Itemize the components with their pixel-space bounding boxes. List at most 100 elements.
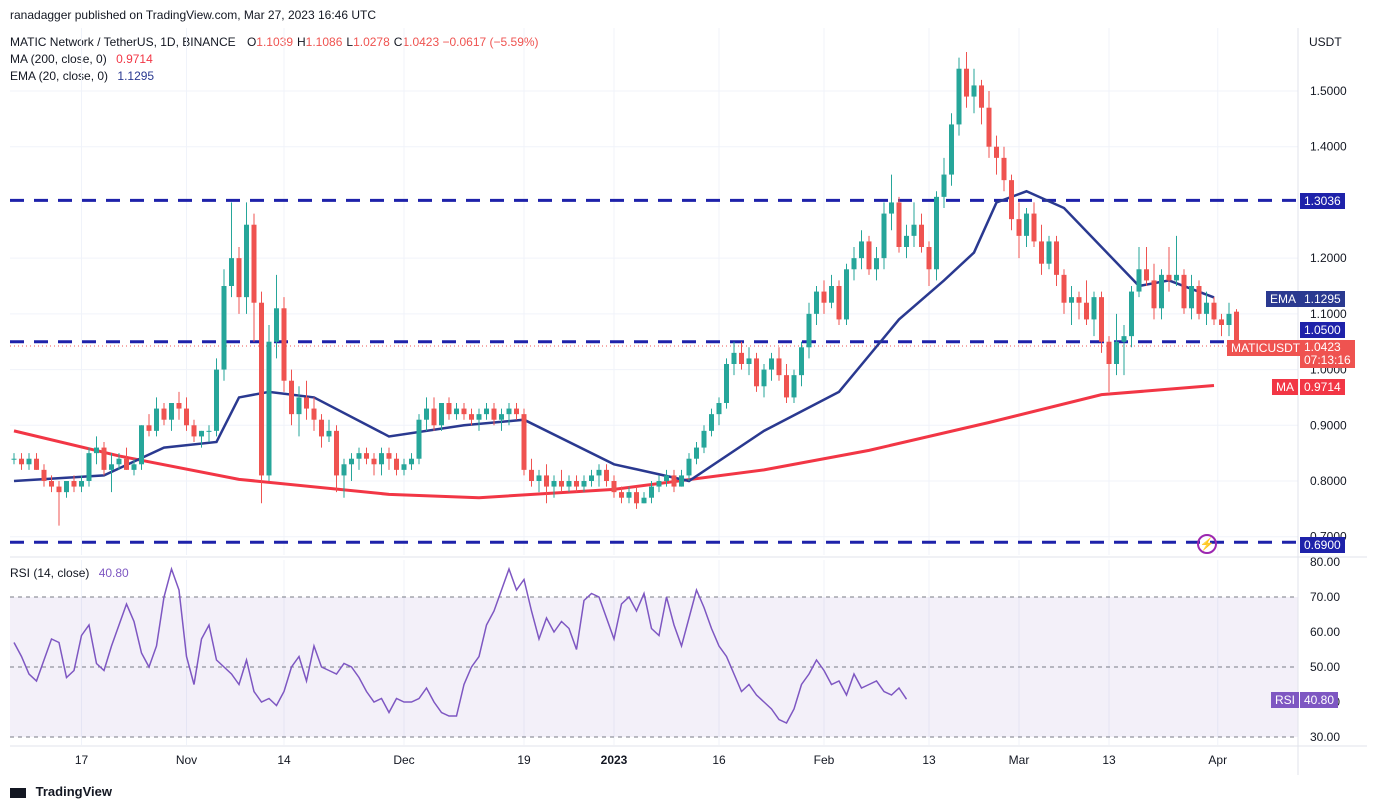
candle: [754, 352, 759, 392]
legend-ma-row: MA (200, close, 0) 0.9714: [10, 52, 153, 66]
time-tick-label: Feb: [814, 753, 835, 767]
candle-body: [544, 475, 549, 487]
candle-body: [356, 453, 362, 459]
candle-body: [1016, 219, 1022, 236]
candle-body: [521, 414, 527, 470]
candle-body: [221, 286, 227, 370]
candle-body: [859, 241, 864, 259]
candle-body: [941, 174, 947, 197]
candle-body: [379, 453, 384, 465]
candle-body: [844, 269, 849, 320]
candle: [454, 403, 459, 420]
legend-ohlc-h: H1.1086: [297, 35, 342, 49]
candle: [536, 469, 542, 493]
time-tick-label: Mar: [1009, 753, 1030, 767]
candle: [859, 230, 864, 270]
price-axis-currency: USDT: [1309, 35, 1342, 49]
rsi-legend-value: 40.80: [98, 566, 129, 580]
symbol-tag: MATICUSDT: [1227, 340, 1305, 356]
candle: [1166, 247, 1172, 292]
candle: [686, 453, 692, 481]
candle-body: [1204, 302, 1209, 314]
candle: [881, 202, 887, 270]
candle: [116, 453, 122, 470]
candle: [649, 481, 654, 504]
candle: [424, 397, 429, 431]
candle-body: [581, 481, 587, 487]
candle-body: [559, 481, 564, 487]
candle-body: [109, 464, 114, 470]
candle: [431, 397, 437, 431]
candle-body: [1196, 286, 1202, 314]
candle: [71, 475, 77, 493]
time-tick-label: 19: [517, 753, 531, 767]
candle: [461, 403, 467, 420]
candle: [1039, 224, 1044, 275]
lightning-icon[interactable]: ⚡: [1197, 534, 1217, 554]
candle: [206, 425, 212, 442]
rsi-tick-label: 50.00: [1310, 660, 1340, 674]
tradingview-icon: [10, 787, 26, 798]
candle: [656, 475, 662, 493]
candle-body: [1009, 180, 1014, 220]
candle-body: [401, 464, 407, 470]
time-tick-label: Nov: [176, 753, 197, 767]
candle: [866, 235, 872, 275]
candle: [446, 397, 452, 420]
candle-body: [1054, 241, 1059, 275]
candle-body: [619, 492, 624, 498]
candle: [311, 397, 317, 431]
candle: [791, 369, 797, 403]
candle-body: [334, 430, 339, 476]
candle-body: [214, 369, 219, 431]
candle-body: [1211, 302, 1217, 320]
candle-body: [1189, 286, 1194, 309]
candle: [356, 447, 362, 470]
time-tick-label: 13: [922, 753, 936, 767]
candle: [176, 391, 182, 420]
candle-body: [671, 475, 677, 487]
candle: [1144, 247, 1149, 286]
publisher-line: ranadagger published on TradingView.com,…: [10, 8, 377, 22]
candle: [1219, 313, 1224, 337]
candle-body: [281, 308, 287, 381]
tradingview-logo[interactable]: TradingView: [10, 784, 112, 799]
legend-ohlc-l: L1.0278: [346, 35, 389, 49]
candle: [911, 202, 917, 247]
time-tick-label: 13: [1102, 753, 1116, 767]
candle-body: [409, 458, 414, 465]
candle: [709, 408, 714, 437]
candle-body: [1031, 213, 1037, 242]
candle: [679, 469, 684, 487]
candle: [746, 347, 752, 376]
candle: [439, 403, 444, 431]
candle: [821, 280, 827, 314]
candle: [634, 486, 639, 509]
candle-body: [139, 425, 144, 465]
candle: [589, 469, 594, 487]
candle: [349, 453, 354, 481]
candle: [1181, 269, 1187, 314]
candle-body: [161, 408, 167, 420]
ema-tag: EMA: [1266, 291, 1301, 307]
price-tick-label: 1.4000: [1310, 140, 1347, 154]
candle-body: [124, 458, 129, 470]
candle: [641, 492, 647, 504]
time-tick-label: 16: [712, 753, 726, 767]
candle: [851, 247, 857, 281]
rsi-tick-label: 30.00: [1310, 730, 1340, 744]
candle: [296, 386, 302, 437]
candle-body: [634, 492, 639, 504]
candle-body: [514, 408, 519, 415]
candle-body: [184, 408, 189, 426]
candle: [469, 408, 474, 426]
candle: [304, 380, 309, 420]
candle-body: [881, 213, 887, 259]
candle: [626, 486, 632, 504]
candle-body: [664, 475, 669, 481]
candle: [521, 408, 527, 476]
candle: [371, 453, 377, 476]
candle: [971, 68, 977, 114]
candle: [1069, 286, 1074, 325]
